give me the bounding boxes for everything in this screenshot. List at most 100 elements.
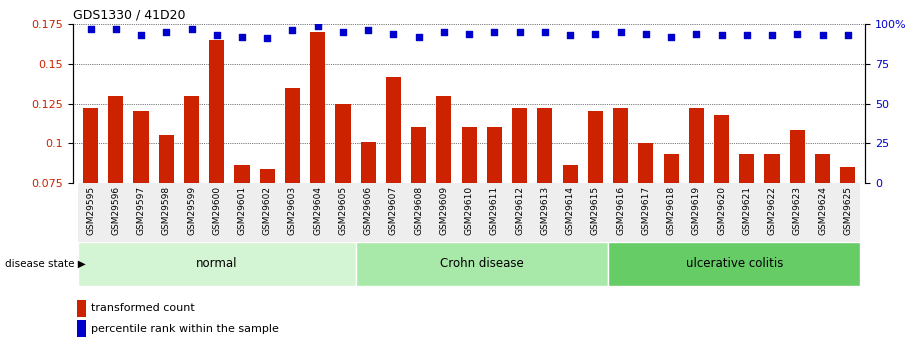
- Bar: [355, 183, 608, 242]
- Point: [664, 34, 679, 40]
- Text: GSM29619: GSM29619: [691, 186, 701, 235]
- Bar: [613, 108, 629, 302]
- Bar: [537, 108, 552, 302]
- Text: GSM29601: GSM29601: [238, 186, 247, 235]
- Text: GSM29623: GSM29623: [793, 186, 802, 235]
- Point: [790, 31, 804, 37]
- Point: [361, 28, 375, 33]
- Bar: [355, 241, 608, 286]
- Bar: [739, 154, 754, 302]
- Text: GDS1330 / 41D20: GDS1330 / 41D20: [73, 9, 185, 22]
- Bar: [689, 108, 704, 302]
- Bar: [462, 127, 476, 302]
- Bar: [77, 320, 87, 337]
- Bar: [840, 167, 855, 302]
- Text: GSM29603: GSM29603: [288, 186, 297, 235]
- Bar: [77, 300, 87, 317]
- Point: [235, 34, 250, 40]
- Point: [815, 32, 830, 38]
- Text: disease state ▶: disease state ▶: [5, 259, 86, 269]
- Bar: [436, 96, 452, 302]
- Point: [613, 29, 628, 35]
- Text: GSM29599: GSM29599: [187, 186, 196, 235]
- Bar: [159, 135, 174, 302]
- Bar: [285, 88, 300, 302]
- Point: [285, 28, 300, 33]
- Text: GSM29611: GSM29611: [490, 186, 499, 235]
- Point: [83, 26, 97, 32]
- Text: GSM29597: GSM29597: [137, 186, 146, 235]
- Point: [210, 32, 224, 38]
- Point: [386, 31, 401, 37]
- Bar: [815, 154, 830, 302]
- Text: GSM29604: GSM29604: [313, 186, 322, 235]
- Text: GSM29614: GSM29614: [566, 186, 575, 235]
- Text: GSM29609: GSM29609: [439, 186, 448, 235]
- Text: GSM29607: GSM29607: [389, 186, 398, 235]
- Point: [436, 29, 451, 35]
- Point: [335, 29, 350, 35]
- Text: GSM29617: GSM29617: [641, 186, 650, 235]
- Point: [134, 32, 148, 38]
- Bar: [411, 127, 426, 302]
- Bar: [78, 183, 355, 242]
- Bar: [83, 108, 98, 302]
- Text: GSM29624: GSM29624: [818, 186, 827, 235]
- Bar: [133, 111, 148, 302]
- Bar: [486, 127, 502, 302]
- Text: GSM29613: GSM29613: [540, 186, 549, 235]
- Point: [563, 32, 578, 38]
- Bar: [310, 32, 325, 302]
- Bar: [512, 108, 527, 302]
- Text: GSM29612: GSM29612: [515, 186, 524, 235]
- Bar: [386, 77, 401, 302]
- Bar: [78, 241, 355, 286]
- Point: [159, 29, 174, 35]
- Text: GSM29618: GSM29618: [667, 186, 676, 235]
- Text: GSM29595: GSM29595: [86, 186, 95, 235]
- Bar: [663, 154, 679, 302]
- Text: normal: normal: [196, 257, 238, 270]
- Text: GSM29596: GSM29596: [111, 186, 120, 235]
- Text: GSM29598: GSM29598: [162, 186, 170, 235]
- Bar: [714, 115, 729, 302]
- Bar: [335, 104, 351, 302]
- Point: [512, 29, 527, 35]
- Bar: [361, 141, 375, 302]
- Bar: [234, 165, 250, 302]
- Text: GSM29621: GSM29621: [742, 186, 752, 235]
- Bar: [608, 183, 860, 242]
- Text: percentile rank within the sample: percentile rank within the sample: [91, 324, 279, 334]
- Text: GSM29625: GSM29625: [844, 186, 853, 235]
- Text: GSM29608: GSM29608: [415, 186, 424, 235]
- Point: [260, 36, 274, 41]
- Point: [714, 32, 729, 38]
- Text: GSM29616: GSM29616: [616, 186, 625, 235]
- Point: [108, 26, 123, 32]
- Bar: [639, 143, 653, 302]
- Bar: [108, 96, 123, 302]
- Point: [311, 23, 325, 29]
- Point: [184, 26, 199, 32]
- Bar: [588, 111, 603, 302]
- Text: GSM29602: GSM29602: [262, 186, 271, 235]
- Bar: [210, 40, 224, 302]
- Text: GSM29600: GSM29600: [212, 186, 221, 235]
- Text: GSM29620: GSM29620: [717, 186, 726, 235]
- Bar: [608, 241, 860, 286]
- Point: [841, 32, 855, 38]
- Point: [740, 32, 754, 38]
- Bar: [764, 154, 780, 302]
- Bar: [184, 96, 200, 302]
- Point: [589, 31, 603, 37]
- Text: GSM29615: GSM29615: [591, 186, 599, 235]
- Text: transformed count: transformed count: [91, 303, 195, 313]
- Text: GSM29605: GSM29605: [339, 186, 347, 235]
- Text: GSM29622: GSM29622: [768, 186, 776, 235]
- Point: [487, 29, 502, 35]
- Point: [462, 31, 476, 37]
- Text: GSM29606: GSM29606: [363, 186, 373, 235]
- Point: [412, 34, 426, 40]
- Point: [639, 31, 653, 37]
- Text: Crohn disease: Crohn disease: [440, 257, 524, 270]
